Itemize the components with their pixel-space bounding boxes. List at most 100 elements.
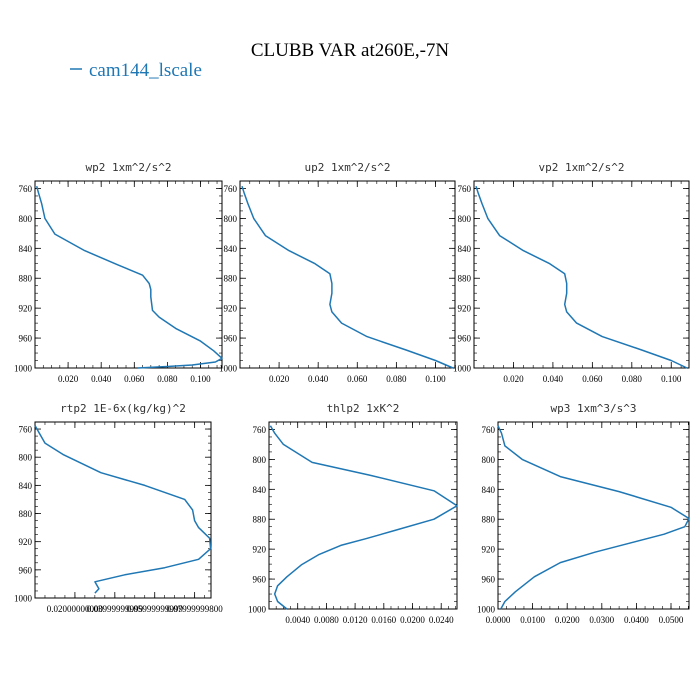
plot-frame xyxy=(239,180,456,369)
panel-6: wp3 1xm^3/s^3 760 800 840 880 920 960 10000.000… xyxy=(477,402,690,625)
y-tick-label: 840 xyxy=(482,485,496,495)
x-tick-label: 0.0160 xyxy=(371,615,396,625)
x-tick-label: 0.0300 xyxy=(589,615,614,625)
panel-1: wp2 1xm^2/s^2 760 800 840 880 920 960 1000 0.020… xyxy=(14,161,223,384)
y-tick-label: 960 xyxy=(224,334,238,344)
x-tick-label: 0.0400 xyxy=(624,615,649,625)
x-tick-label: 0.0000 xyxy=(486,615,511,625)
panel-title: vp2 1xm^2/s^2 xyxy=(538,161,624,174)
panel-4: rtp2 1E-6x(kg/kg)^2 760 800 840 880 920 960 100… xyxy=(14,402,223,614)
profile-line xyxy=(475,185,688,369)
figure-title: CLUBB VAR at260E,-7N xyxy=(251,40,450,61)
y-tick-label: 960 xyxy=(19,565,33,575)
y-tick-label: 1000 xyxy=(219,364,238,374)
x-tick-label: 0.020 xyxy=(503,374,524,384)
y-tick-label: 960 xyxy=(19,334,33,344)
x-tick-label: 0.02000000000 xyxy=(47,604,104,614)
y-tick-label: 800 xyxy=(482,455,496,465)
y-tick-label: 880 xyxy=(482,515,496,525)
plot-frame xyxy=(497,421,690,610)
x-tick-label: 0.05999999999 xyxy=(127,604,184,614)
y-tick-label: 920 xyxy=(224,304,238,314)
y-tick-label: 960 xyxy=(458,334,472,344)
x-tick-label: 0.0040 xyxy=(285,615,310,625)
y-tick-label: 800 xyxy=(19,453,33,463)
y-tick-label: 800 xyxy=(253,455,267,465)
panel-title: rtp2 1E-6x(kg/kg)^2 xyxy=(60,402,186,415)
y-tick-label: 840 xyxy=(224,244,238,254)
x-tick-label: 0.040 xyxy=(543,374,564,384)
x-tick-label: 0.020 xyxy=(269,374,290,384)
y-tick-label: 920 xyxy=(253,545,267,555)
profile-line xyxy=(497,425,690,610)
x-tick-label: 0.0500 xyxy=(659,615,684,625)
x-tick-label: 0.080 xyxy=(622,374,643,384)
x-tick-label: 0.020 xyxy=(58,374,79,384)
panel-2: up2 1xm^2/s^2 760 800 840 880 920 960 1000 0.020… xyxy=(219,161,456,384)
y-tick-label: 920 xyxy=(458,304,472,314)
y-tick-label: 760 xyxy=(19,425,33,435)
plot-frame xyxy=(34,421,212,599)
x-tick-label: 0.060 xyxy=(582,374,603,384)
y-tick-label: 1000 xyxy=(248,605,267,615)
y-tick-label: 840 xyxy=(253,485,267,495)
legend-label: cam144_lscale xyxy=(89,60,202,81)
y-tick-label: 960 xyxy=(482,575,496,585)
panels: wp2 1xm^2/s^2 760 800 840 880 920 960 1000 0.020… xyxy=(14,161,690,625)
x-tick-label: 0.040 xyxy=(91,374,112,384)
y-tick-label: 920 xyxy=(19,537,33,547)
y-tick-label: 1000 xyxy=(453,364,472,374)
x-tick-label: 0.080 xyxy=(157,374,178,384)
x-tick-label: 0.07999999800 xyxy=(167,604,224,614)
y-tick-label: 760 xyxy=(19,184,33,194)
panel-title: wp3 1xm^3/s^3 xyxy=(550,402,636,415)
x-tick-label: 0.060 xyxy=(347,374,368,384)
y-tick-label: 920 xyxy=(19,304,33,314)
panel-3: vp2 1xm^2/s^2 760 800 840 880 920 960 1000 0.020… xyxy=(453,161,690,384)
y-tick-label: 760 xyxy=(458,184,472,194)
profile-line xyxy=(34,425,212,594)
y-tick-label: 880 xyxy=(458,274,472,284)
y-tick-label: 880 xyxy=(19,274,33,284)
y-tick-label: 760 xyxy=(224,184,238,194)
x-tick-label: 0.0080 xyxy=(314,615,339,625)
profile-line xyxy=(269,425,458,610)
y-tick-label: 760 xyxy=(253,425,267,435)
x-tick-label: 0.03999999999 xyxy=(87,604,144,614)
y-tick-label: 1000 xyxy=(14,364,33,374)
y-tick-label: 880 xyxy=(19,509,33,519)
y-tick-label: 1000 xyxy=(477,605,496,615)
x-tick-label: 0.040 xyxy=(308,374,329,384)
profile-line xyxy=(35,186,223,369)
y-tick-label: 800 xyxy=(458,214,472,224)
y-tick-label: 800 xyxy=(19,214,33,224)
x-tick-label: 0.0200 xyxy=(400,615,425,625)
profile-line xyxy=(241,185,454,369)
panel-title: thlp2 1xK^2 xyxy=(327,402,400,415)
x-tick-label: 0.100 xyxy=(425,374,446,384)
y-tick-label: 800 xyxy=(224,214,238,224)
x-tick-label: 0.100 xyxy=(190,374,211,384)
plot-frame xyxy=(34,180,223,369)
plot-frame xyxy=(473,180,690,369)
x-tick-label: 0.0100 xyxy=(520,615,545,625)
x-tick-label: 0.060 xyxy=(124,374,145,384)
panel-title: up2 1xm^2/s^2 xyxy=(304,161,390,174)
y-tick-label: 840 xyxy=(19,481,33,491)
x-tick-label: 0.100 xyxy=(661,374,682,384)
x-tick-label: 0.0240 xyxy=(429,615,454,625)
panel-5: thlp2 1xK^2 760 800 840 880 920 960 1000 0.0040 0… xyxy=(248,402,458,625)
y-tick-label: 1000 xyxy=(14,594,33,604)
y-tick-label: 840 xyxy=(458,244,472,254)
x-tick-label: 0.080 xyxy=(386,374,407,384)
y-tick-label: 760 xyxy=(482,425,496,435)
x-tick-label: 0.0120 xyxy=(343,615,368,625)
x-tick-label: 0.0200 xyxy=(555,615,580,625)
y-tick-label: 920 xyxy=(482,545,496,555)
y-tick-label: 960 xyxy=(253,575,267,585)
panel-title: wp2 1xm^2/s^2 xyxy=(85,161,171,174)
plot-frame xyxy=(268,421,458,610)
y-tick-label: 880 xyxy=(224,274,238,284)
y-tick-label: 840 xyxy=(19,244,33,254)
